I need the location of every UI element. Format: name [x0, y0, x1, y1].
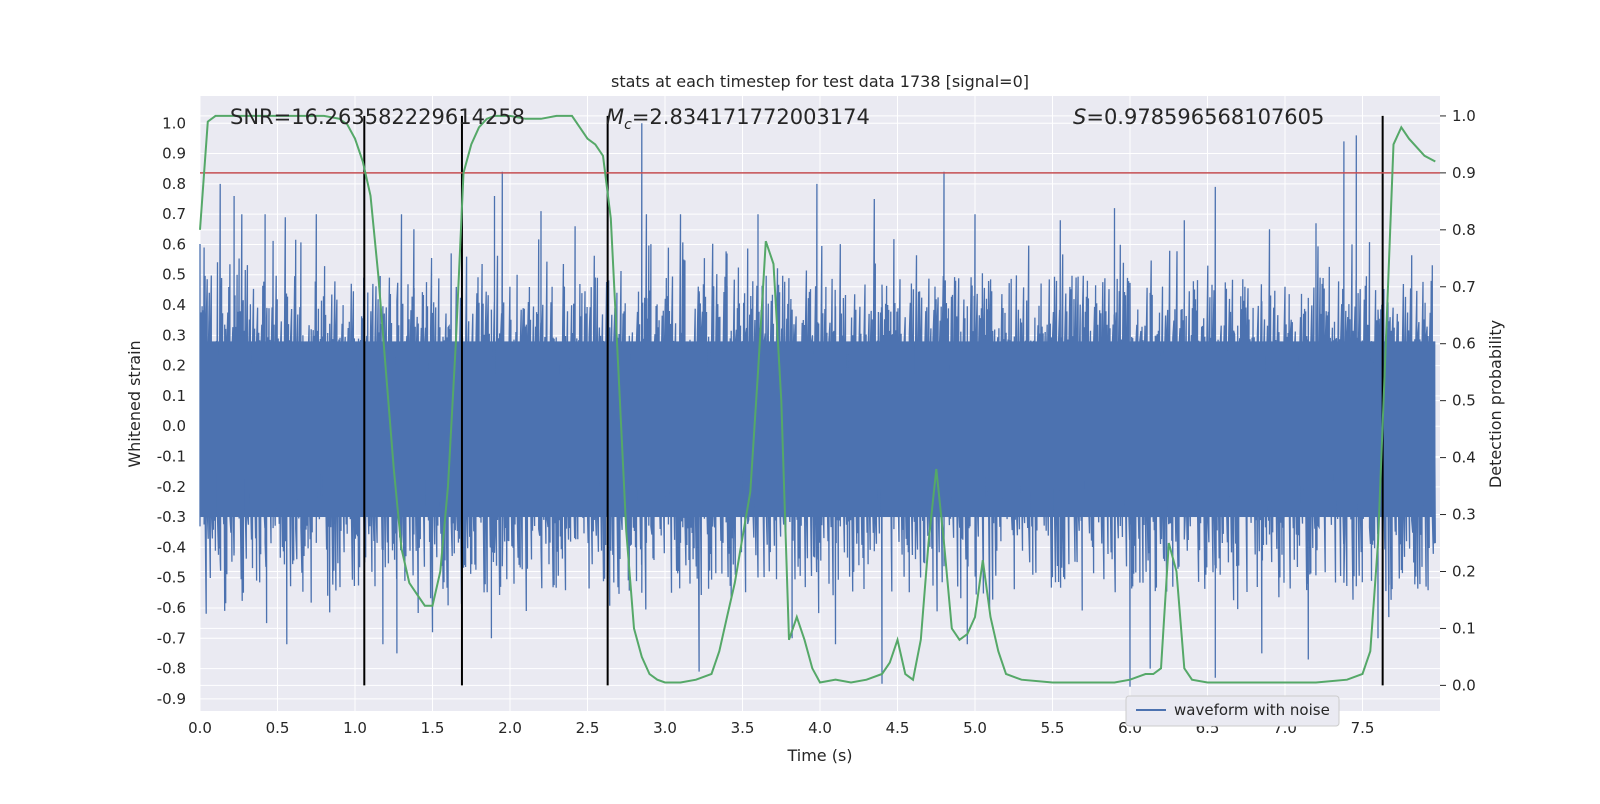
y-right-ticks: 1.0 0.9 0.8 0.7 0.6 0.5 0.4 0.3 0.2 0.1 0.0: [1440, 107, 1476, 694]
legend-box: [1125, 695, 1340, 727]
y-left-tick-label: -0.8: [157, 660, 186, 678]
s-value: =0.978596568107605: [1086, 105, 1324, 129]
y-left-tick-label: 0.5: [162, 266, 186, 284]
waveform-line: [199, 123, 1436, 687]
x-tick-label: 7.5: [1351, 719, 1375, 737]
y-left-tick-label: 0.9: [162, 145, 186, 163]
x-tick-label: 3.0: [653, 719, 677, 737]
y-left-tick-label: 0.2: [162, 357, 186, 375]
chirp-mass-symbol: M: [606, 105, 624, 129]
x-tick-label: 1.5: [421, 719, 445, 737]
chart-title: stats at each timestep for test data 173…: [611, 72, 1029, 91]
s-annotation: S=0.978596568107605: [1073, 105, 1324, 129]
y-right-tick-label: 1.0: [1452, 107, 1476, 125]
x-tick-label: 4.5: [886, 719, 910, 737]
x-tick-label: 0.0: [188, 719, 212, 737]
y-left-tick-label: -0.2: [157, 478, 186, 496]
y-right-tick-label: 0.1: [1452, 619, 1476, 637]
y-left-ticks: 1.0 0.9 0.8 0.7 0.6 0.5 0.4 0.3 0.2 0.1 0.0 -0.1 -0.…: [157, 114, 186, 708]
y-left-tick-label: 0.6: [162, 235, 186, 253]
y-left-tick-label: -0.1: [157, 448, 186, 466]
x-tick-label: 0.5: [266, 719, 290, 737]
probability-series: [199, 114, 1436, 684]
legend-label: waveform with noise: [1174, 701, 1330, 719]
x-axis-label: Time (s): [786, 746, 852, 765]
x-tick-label: 3.5: [731, 719, 755, 737]
legend: waveform with noise: [1125, 695, 1340, 727]
x-tick-label: 2.0: [498, 719, 522, 737]
y-right-tick-label: 0.3: [1452, 506, 1476, 524]
x-tick-label: 1.0: [343, 719, 367, 737]
y-right-tick-label: 0.2: [1452, 562, 1476, 580]
y-left-tick-label: 0.7: [162, 205, 186, 223]
waveform-series: [199, 123, 1436, 687]
y-right-tick-label: 0.5: [1452, 392, 1476, 410]
y-left-tick-label: -0.3: [157, 508, 186, 526]
chirp-mass-value: =2.834171772003174: [632, 105, 870, 129]
y-right-tick-label: 0.0: [1452, 676, 1476, 694]
y-left-tick-label: 0.8: [162, 175, 186, 193]
s-symbol: S: [1073, 105, 1086, 129]
y-left-tick-label: 0.4: [162, 296, 186, 314]
y-left-axis-label: Whitened strain: [125, 340, 144, 467]
x-tick-label: 2.5: [576, 719, 600, 737]
y-left-tick-label: -0.6: [157, 599, 186, 617]
x-tick-label: 5.5: [1041, 719, 1065, 737]
y-right-tick-label: 0.4: [1452, 449, 1476, 467]
y-right-axis-label: Detection probability: [1486, 320, 1505, 488]
chirp-mass-subscript: c: [624, 117, 632, 133]
snr-annotation: SNR=16.263582229614258: [230, 105, 525, 129]
y-right-tick-label: 0.7: [1452, 278, 1476, 296]
y-left-tick-label: -0.4: [157, 538, 186, 556]
probability-line: [199, 114, 1436, 684]
chirp-mass-annotation: Mc=2.834171772003174: [606, 105, 870, 133]
y-left-tick-label: 1.0: [162, 114, 186, 132]
x-tick-label: 5.0: [963, 719, 987, 737]
y-left-tick-label: 0.0: [162, 417, 186, 435]
y-left-tick-label: -0.9: [157, 690, 186, 708]
y-right-tick-label: 0.9: [1452, 164, 1476, 182]
y-left-tick-label: 0.1: [162, 387, 186, 405]
x-tick-label: 4.0: [808, 719, 832, 737]
y-left-tick-label: -0.5: [157, 569, 186, 587]
y-right-tick-label: 0.6: [1452, 335, 1476, 353]
y-right-tick-label: 0.8: [1452, 221, 1476, 239]
y-left-tick-label: -0.7: [157, 629, 186, 647]
y-left-tick-label: 0.3: [162, 326, 186, 344]
